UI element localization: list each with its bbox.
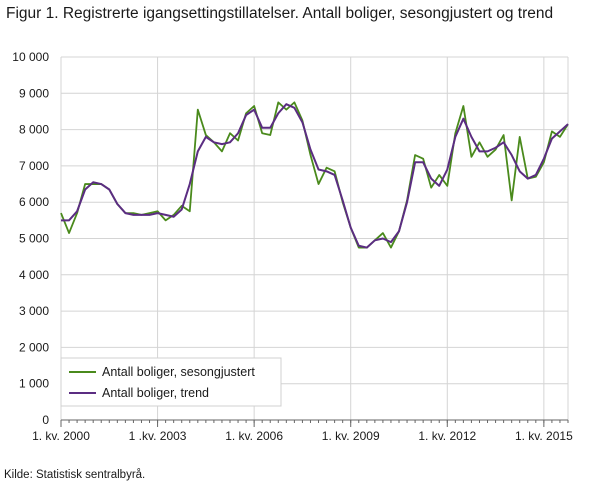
axes: 0 1 000 2 000 3 000 4 000 5 000 6 000 7 000 8 00… <box>12 50 573 443</box>
series-lines <box>60 101 569 249</box>
source-note: Kilde: Statistisk sentralbyrå. <box>4 469 146 481</box>
y-tick-label: 6 000 <box>19 195 49 209</box>
x-tick-label: 1. kv. 2012 <box>418 429 476 443</box>
legend-label-trend: Antall boliger, trend <box>102 386 209 400</box>
legend-box <box>60 357 282 407</box>
y-tick-label: 10 000 <box>12 50 49 64</box>
series-line-trend <box>61 103 569 249</box>
y-tick-label: 8 000 <box>19 123 49 137</box>
legend-label-seasonal: Antall boliger, sesongjustert <box>102 365 255 379</box>
y-tick-label: 3 000 <box>19 304 49 318</box>
grid-lines <box>60 56 569 420</box>
y-tick-label: 4 000 <box>19 268 49 282</box>
x-tick-label: 1 .kv. 2003 <box>129 429 187 443</box>
y-tick-label: 9 000 <box>19 86 49 100</box>
y-tick-label: 0 <box>42 413 49 427</box>
y-tick-label: 5 000 <box>19 232 49 246</box>
y-tick-label: 7 000 <box>19 159 49 173</box>
chart-title: Figur 1. Registrerte igangsettingstillat… <box>6 5 554 22</box>
x-tick-label: 1. kv. 2006 <box>225 429 283 443</box>
legend: Antall boliger, sesongjustert Antall bol… <box>60 357 282 407</box>
x-tick-label: 1. kv. 2009 <box>322 429 380 443</box>
x-tick-label: 1. kv. 2015 <box>515 429 573 443</box>
y-tick-label: 2 000 <box>19 340 49 354</box>
series-line-seasonal <box>60 101 569 249</box>
y-tick-label: 1 000 <box>19 377 49 391</box>
x-tick-label: 1. kv. 2000 <box>32 429 90 443</box>
